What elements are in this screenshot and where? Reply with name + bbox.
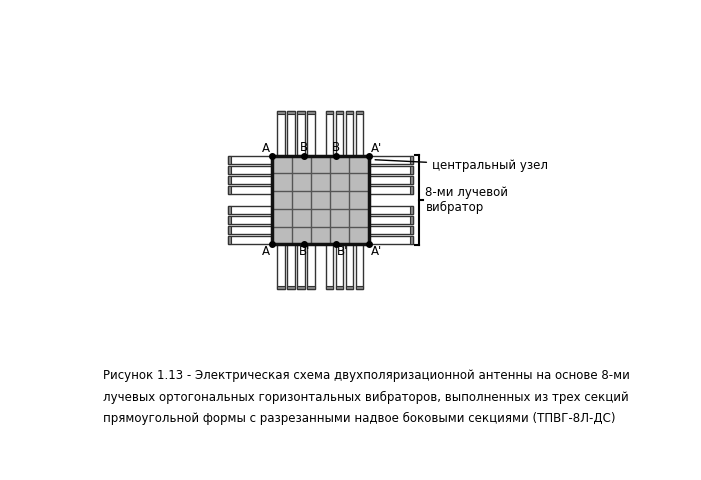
Bar [228, 206, 272, 214]
Bar [307, 244, 315, 289]
Text: A: A [262, 245, 270, 258]
Bar [369, 186, 413, 194]
Bar [326, 111, 334, 114]
Bar [287, 111, 295, 114]
Bar [356, 111, 364, 114]
Bar [356, 286, 364, 289]
Bar [228, 206, 231, 214]
Bar [228, 156, 231, 164]
Bar [326, 244, 334, 289]
Bar [410, 236, 413, 244]
Text: B: B [332, 141, 341, 154]
Bar [228, 156, 272, 164]
Bar [410, 206, 413, 214]
Bar [228, 226, 272, 234]
Bar [228, 166, 272, 174]
Text: A': A' [371, 142, 382, 155]
Bar [307, 111, 315, 156]
Bar [369, 176, 413, 184]
Bar [228, 226, 231, 234]
Bar [336, 244, 343, 289]
Bar [410, 156, 413, 164]
Text: B': B' [336, 245, 348, 258]
Text: B': B' [299, 245, 310, 258]
Bar [228, 216, 231, 224]
Bar [346, 111, 353, 114]
Bar [278, 111, 285, 156]
Text: B: B [300, 141, 308, 154]
Bar [297, 286, 305, 289]
Bar [278, 286, 285, 289]
Bar [287, 244, 295, 289]
Bar [346, 244, 353, 289]
Bar [278, 244, 285, 289]
Bar [228, 186, 231, 194]
Bar [272, 156, 369, 244]
Text: Рисунок 1.13 - Электрическая схема двухполяризационной антенны на основе 8-ми
лу: Рисунок 1.13 - Электрическая схема двухп… [103, 370, 630, 425]
Bar [228, 176, 231, 184]
Bar [228, 186, 272, 194]
Bar [369, 236, 413, 244]
Bar [272, 156, 369, 244]
Text: A: A [262, 142, 270, 155]
Bar [336, 111, 343, 114]
Text: центральный узел: центральный узел [375, 159, 548, 172]
Bar [410, 166, 413, 174]
Bar [228, 236, 272, 244]
Text: 8-ми лучевой
вибратор: 8-ми лучевой вибратор [426, 186, 508, 214]
Bar [369, 166, 413, 174]
Bar [307, 286, 315, 289]
Bar [297, 244, 305, 289]
Bar [356, 111, 364, 156]
Bar [326, 111, 334, 156]
Bar [336, 286, 343, 289]
Text: A': A' [371, 245, 382, 258]
Bar [228, 236, 231, 244]
Bar [228, 216, 272, 224]
Bar [228, 166, 231, 174]
Bar [369, 156, 413, 164]
Bar [369, 206, 413, 214]
Bar [410, 176, 413, 184]
Bar [297, 111, 305, 114]
Bar [369, 216, 413, 224]
Bar [410, 216, 413, 224]
Bar [228, 176, 272, 184]
Bar [278, 111, 285, 114]
Bar [287, 286, 295, 289]
Bar [346, 286, 353, 289]
Bar [410, 226, 413, 234]
Bar [356, 244, 364, 289]
Bar [369, 226, 413, 234]
Bar [326, 286, 334, 289]
Bar [287, 111, 295, 156]
Bar [336, 111, 343, 156]
Bar [346, 111, 353, 156]
Bar [307, 111, 315, 114]
Bar [410, 186, 413, 194]
Bar [297, 111, 305, 156]
